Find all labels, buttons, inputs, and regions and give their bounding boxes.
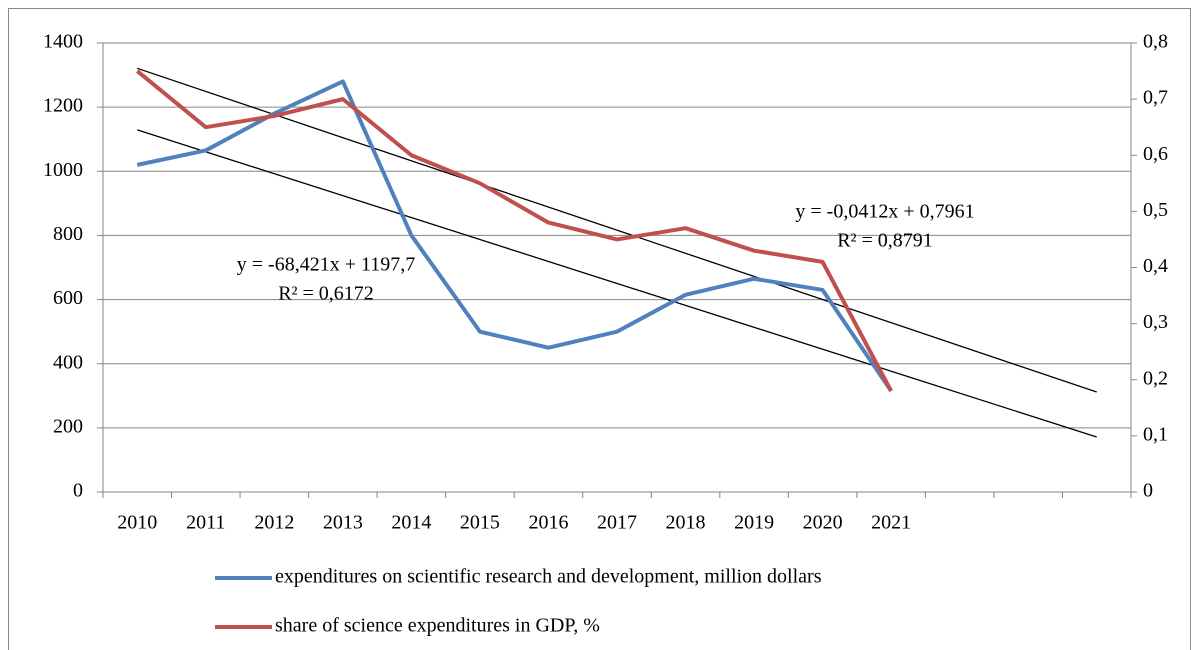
x-tick-label: 2018: [666, 512, 706, 534]
x-tick-label: 2014: [391, 512, 431, 534]
series-line: [135, 69, 893, 392]
y2-tick-label: 0,6: [1143, 143, 1168, 165]
x-tick-label: 2017: [597, 512, 637, 534]
x-tick-label: 2015: [460, 512, 500, 534]
y2-tick-label: 0,3: [1143, 311, 1168, 333]
y2-tick-label: 0: [1143, 480, 1153, 502]
legend-label: share of science expenditures in GDP, %: [275, 615, 600, 637]
x-tick-label: 2012: [254, 512, 294, 534]
x-tick-label: 2021: [871, 512, 911, 534]
y-tick-label: 800: [53, 223, 83, 245]
x-tick-label: 2011: [186, 512, 225, 534]
y-tick-label: 1400: [43, 31, 83, 53]
y-tick-label: 0: [73, 480, 83, 502]
y2-tick-label: 0,4: [1143, 255, 1168, 277]
trendline-equation: y = -0,0412x + 0,7961: [795, 201, 974, 223]
trendline: [137, 67, 1097, 393]
trendline-r2: R² = 0,6172: [278, 283, 374, 305]
y-tick-label: 400: [53, 351, 83, 373]
y2-tick-label: 0,5: [1143, 199, 1168, 221]
y2-tick-label: 0,2: [1143, 367, 1168, 389]
y-tick-label: 600: [53, 287, 83, 309]
x-tick-label: 2016: [528, 512, 568, 534]
x-tick-label: 2010: [117, 512, 157, 534]
x-tick-label: 2019: [734, 512, 774, 534]
legend-label: expenditures on scientific research and …: [275, 566, 822, 588]
x-tick-label: 2013: [323, 512, 363, 534]
trendline-r2: R² = 0,8791: [837, 230, 933, 252]
trendline: [137, 129, 1097, 438]
trendline-equation: y = -68,421x + 1197,7: [237, 254, 415, 276]
x-tick-label: 2020: [803, 512, 843, 534]
y-tick-label: 1200: [43, 95, 83, 117]
y-tick-label: 200: [53, 415, 83, 437]
y2-tick-label: 0,1: [1143, 423, 1168, 445]
y-tick-label: 1000: [43, 159, 83, 181]
y2-tick-label: 0,7: [1143, 87, 1168, 109]
chart-frame: [8, 8, 1191, 650]
y2-tick-label: 0,8: [1143, 31, 1168, 53]
